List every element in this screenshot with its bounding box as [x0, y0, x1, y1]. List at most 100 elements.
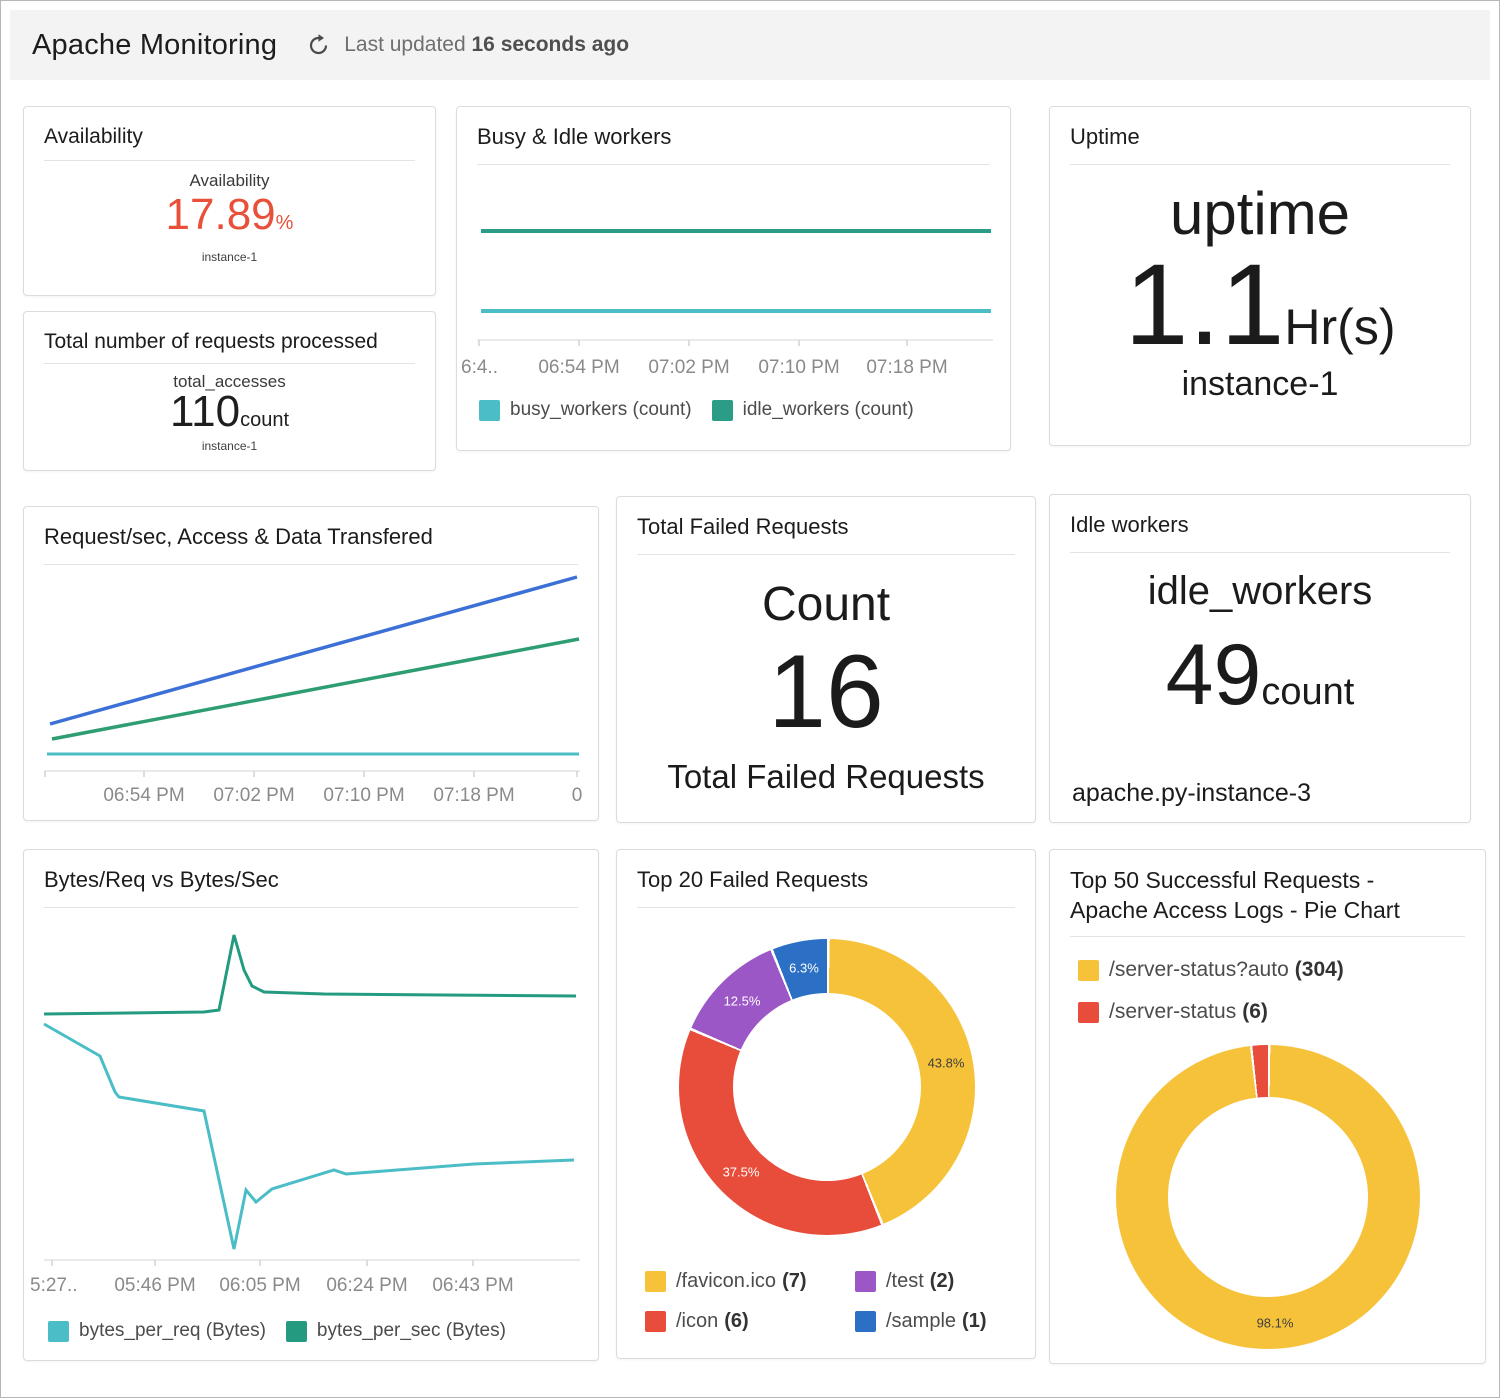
metric-value-row: 17.89 % — [165, 190, 294, 240]
page-title: Apache Monitoring — [32, 28, 278, 61]
legend-item-bytes-per-req[interactable]: bytes_per_req (Bytes) — [48, 1320, 266, 1342]
donut-hole — [1168, 1097, 1368, 1297]
x-tick: 07:02 PM — [213, 785, 295, 806]
slice-label-test: 12.5% — [723, 993, 761, 1009]
panel-total-failed-requests: Total Failed Requests Count 16 Total Fai… — [616, 496, 1036, 823]
metric-value-row: 110 count — [169, 387, 290, 437]
x-tick: 07:18 PM — [866, 357, 948, 378]
x-axis-labels: 06:54 PM 07:02 PM 07:10 PM 07:18 PM 0 — [24, 785, 598, 809]
uptime-metric-label: uptime — [1169, 179, 1351, 247]
legend-item-server-status-auto[interactable]: /server-status?auto (304) — [1078, 958, 1344, 982]
slice-label-icon: 37.5% — [722, 1164, 760, 1180]
legend-item-busy-workers[interactable]: busy_workers (count) — [479, 399, 692, 421]
last-updated-label: Last updated — [344, 33, 472, 56]
panel-title-line2: Apache Access Logs - Pie Chart — [1070, 896, 1400, 923]
legend-item-test[interactable]: /test (2) — [855, 1270, 954, 1293]
idle-workers-unit: count — [1261, 670, 1355, 713]
legend-label: /test — [886, 1270, 924, 1292]
divider — [44, 906, 578, 908]
x-tick: 06:54 PM — [538, 357, 620, 378]
total-accesses-unit: count — [240, 409, 290, 432]
donut-legend-row-1: /favicon.ico (7) /test (2) — [645, 1270, 974, 1293]
instance-label: apache.py-instance-3 — [1072, 779, 1312, 807]
x-tick: 07:18 PM — [433, 785, 515, 806]
legend-count: (304) — [1294, 958, 1344, 981]
metric-label: idle_workers — [1147, 568, 1373, 613]
bytes-per-sec-line — [43, 934, 577, 1016]
panel-title: Top 20 Failed Requests — [637, 867, 869, 892]
panel-title: Uptime — [1070, 124, 1140, 149]
x-tick: 0 — [571, 785, 583, 806]
panel-request-access-data: Request/sec, Access & Data Transfered 06… — [23, 506, 599, 821]
header-bar: Apache Monitoring Last updated 16 second… — [10, 10, 1490, 80]
x-tick: 05:46 PM — [114, 1275, 196, 1296]
chart-legend: busy_workers (count) idle_workers (count… — [479, 399, 934, 421]
panel-top50-successful-requests: Top 50 Successful Requests - Apache Acce… — [1049, 849, 1486, 1364]
legend-label: busy_workers (count) — [510, 399, 692, 420]
last-updated-value: 16 seconds ago — [471, 33, 630, 56]
pie-legend-row-2: /server-status (6) — [1078, 1000, 1288, 1024]
panel-busy-idle-workers: Busy & Idle workers 6:4.. 06:54 PM 07:02… — [456, 106, 1011, 451]
refresh-icon — [310, 33, 328, 54]
sample-swatch — [855, 1311, 876, 1332]
divider — [1070, 551, 1450, 553]
x-tick: 06:54 PM — [103, 785, 185, 806]
bytes-per-req-swatch — [48, 1320, 69, 1342]
busy-workers-swatch — [479, 399, 500, 421]
request-access-line-chart — [44, 575, 580, 777]
x-tick: 07:02 PM — [648, 357, 730, 378]
divider — [44, 563, 578, 565]
slice-label-favicon: 43.8% — [927, 1055, 965, 1071]
server-status-swatch — [1078, 1001, 1099, 1023]
availability-value: 17.89 — [165, 190, 276, 240]
panel-idle-workers: Idle workers idle_workers 49 count apach… — [1049, 494, 1471, 823]
panel-title: Top 50 Successful Requests - Apache Acce… — [1050, 850, 1485, 936]
legend-count: (7) — [782, 1270, 807, 1292]
total-accesses-value: 110 — [169, 387, 241, 437]
top50-donut-chart[interactable]: 98.1% — [1116, 1045, 1420, 1349]
uptime-value: 1.1 — [1124, 240, 1285, 369]
top20-donut-chart[interactable]: 43.8% 37.5% 12.5% 6.3% — [679, 939, 975, 1235]
idle-workers-value: 49 — [1165, 626, 1262, 723]
divider — [477, 163, 990, 165]
refresh-button[interactable] — [307, 33, 330, 57]
legend-item-server-status[interactable]: /server-status (6) — [1078, 1000, 1268, 1024]
legend-item-idle-workers[interactable]: idle_workers (count) — [711, 399, 914, 421]
legend-item-sample[interactable]: /sample (1) — [855, 1310, 986, 1333]
idle-workers-swatch — [711, 399, 733, 421]
x-tick: 6:4.. — [461, 357, 498, 378]
legend-count: (6) — [1242, 1000, 1268, 1023]
x-tick: 06:05 PM — [219, 1275, 301, 1296]
legend-count: (1) — [962, 1310, 987, 1332]
instance-label: instance-1 — [1181, 364, 1339, 403]
panel-title: Total number of requests processed — [44, 330, 378, 353]
donut-legend-row-2: /icon (6) /sample (1) — [645, 1310, 1006, 1333]
instance-label: instance-1 — [201, 438, 258, 453]
metric-label: Availability — [189, 171, 270, 191]
panel-uptime: Uptime uptime 1.1 Hr(s) instance-1 — [1049, 106, 1471, 446]
metric-label: total_accesses — [173, 372, 286, 392]
legend-item-bytes-per-sec[interactable]: bytes_per_sec (Bytes) — [285, 1320, 506, 1342]
last-updated-text: Last updated 16 seconds ago — [344, 33, 629, 57]
legend-label: bytes_per_req (Bytes) — [79, 1320, 266, 1341]
panel-availability: Availability Availability 17.89 % instan… — [23, 106, 436, 296]
panel-title: Busy & Idle workers — [477, 124, 672, 149]
x-tick: 07:10 PM — [323, 785, 405, 806]
legend-label: /server-status?auto — [1109, 958, 1289, 981]
test-swatch — [855, 1271, 876, 1292]
x-tick: 07:10 PM — [758, 357, 840, 378]
slice-label-sample: 6.3% — [789, 960, 819, 976]
legend-item-icon[interactable]: /icon (6) — [645, 1310, 835, 1333]
x-tick: 5:27.. — [30, 1275, 78, 1296]
busy-idle-line-chart — [477, 229, 993, 346]
legend-count: (2) — [929, 1270, 955, 1292]
x-axis-labels: 6:4.. 06:54 PM 07:02 PM 07:10 PM 07:18 P… — [457, 357, 1010, 381]
blue-series-line — [49, 575, 578, 726]
panel-bytes-req-vs-sec: Bytes/Req vs Bytes/Sec 5:27.. 05:46 PM 0… — [23, 849, 599, 1361]
legend-item-favicon[interactable]: /favicon.ico (7) — [645, 1270, 835, 1293]
panel-title: Total Failed Requests — [637, 514, 849, 539]
panel-title: Availability — [44, 125, 143, 148]
panel-title: Idle workers — [1070, 512, 1189, 537]
legend-label: idle_workers (count) — [742, 399, 914, 420]
